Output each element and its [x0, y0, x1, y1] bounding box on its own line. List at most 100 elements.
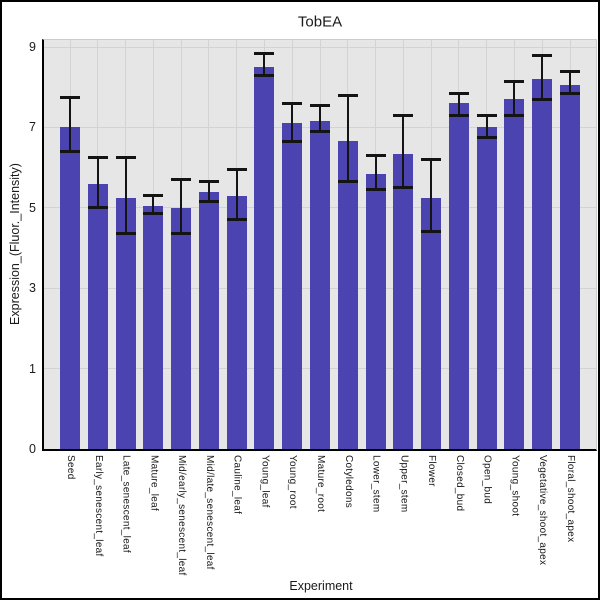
bar [171, 207, 192, 449]
error-bar-cap [171, 178, 192, 182]
error-bar-cap [60, 150, 80, 154]
error-bar-line [513, 81, 516, 116]
error-bar-cap [310, 103, 330, 107]
x-tick-label: Vegetative_shoot_apex [537, 455, 549, 566]
bar [448, 103, 469, 449]
error-bar-line [402, 115, 405, 188]
y-tick-label: 0 [29, 442, 36, 456]
x-axis-label: Experiment [289, 579, 353, 593]
error-bar-line [485, 115, 488, 138]
error-bar-line [207, 181, 210, 202]
error-bar-cap [87, 206, 108, 210]
error-bar-line [124, 157, 127, 234]
error-bar-cap [365, 154, 386, 158]
bar [198, 191, 219, 449]
error-bar-line [569, 71, 571, 94]
y-tick-label: 1 [29, 361, 36, 376]
error-bar-cap [226, 168, 247, 172]
error-bar-cap [532, 53, 553, 57]
error-bar-cap [282, 139, 303, 143]
x-tick-label: Floral_shoot_apex [565, 455, 576, 543]
error-bar-cap [115, 232, 136, 236]
x-tick-label: Early_senescent_leaf [92, 455, 104, 557]
bar [282, 123, 303, 449]
x-tick-label: Mid/late_senescent_leaf [203, 455, 215, 570]
error-bar-line [152, 195, 155, 214]
error-bar-cap [504, 113, 525, 117]
bar [310, 121, 330, 449]
error-bar-line [180, 179, 183, 234]
error-bar-line [96, 157, 99, 208]
error-bar-cap [115, 156, 136, 160]
x-tick-label: Upper_stem [398, 455, 410, 513]
x-tick-label: Open_bud [481, 455, 493, 505]
error-bar-cap [337, 180, 358, 184]
bar [393, 153, 414, 449]
bar [560, 85, 580, 449]
error-bar-cap [560, 91, 580, 95]
bar [532, 79, 553, 449]
x-tick-label: Young_shoot [509, 455, 521, 517]
x-tick-label: Cotyledons [342, 455, 354, 509]
error-bar-cap [532, 97, 553, 101]
x-tick-label: Lower_stem [370, 455, 382, 513]
bar [504, 99, 525, 449]
error-bar-cap [421, 158, 442, 162]
x-tick-label: Late_senescent_leaf [120, 455, 132, 553]
error-bar-cap [310, 129, 330, 133]
x-tick-label: Mid/early_senescent_leaf [176, 455, 188, 576]
error-bar-cap [448, 113, 469, 117]
bar [365, 173, 386, 449]
bar [226, 195, 247, 449]
bar [143, 205, 164, 449]
error-bar-cap [504, 79, 525, 83]
error-bar-cap [226, 218, 247, 222]
error-bar-cap [560, 69, 580, 73]
error-bar-cap [254, 73, 275, 77]
error-bar-line [263, 53, 266, 76]
chart-title: TobEA [297, 13, 343, 31]
error-bar-cap [282, 101, 303, 105]
error-bar-line [430, 159, 433, 232]
bar [87, 183, 108, 449]
error-bar-line [541, 55, 544, 100]
error-bar-line [69, 97, 71, 152]
plot-panel [42, 39, 597, 451]
bar [115, 197, 136, 449]
x-tick-label: Young_root [287, 455, 299, 509]
x-tick-label: Cauline_leaf [231, 455, 243, 515]
error-bar-cap [476, 113, 497, 117]
error-bar-cap [365, 188, 386, 192]
bar [60, 127, 80, 449]
error-bar-cap [198, 200, 219, 204]
error-bar-line [319, 105, 321, 132]
error-bar-cap [87, 156, 108, 160]
error-bar-line [374, 155, 377, 190]
y-tick-label: 5 [29, 200, 36, 215]
bar [337, 141, 358, 449]
error-bar-cap [143, 194, 164, 198]
error-bar-cap [448, 91, 469, 95]
error-bar-cap [393, 113, 414, 117]
x-tick-label: Seed [65, 455, 76, 480]
x-tick-label: Mature_leaf [148, 455, 160, 512]
y-tick-label: 9 [29, 40, 36, 54]
bar [254, 67, 275, 449]
error-bar-line [457, 93, 460, 116]
error-bar-cap [393, 186, 414, 190]
error-bar-cap [60, 95, 80, 99]
x-tick-label: Flower [426, 455, 438, 487]
error-bar-cap [476, 135, 497, 139]
x-tick-label: Young_leaf [259, 455, 271, 508]
error-bar-line [346, 95, 349, 182]
bar [421, 197, 442, 449]
y-tick-label: 3 [29, 281, 36, 296]
x-tick-label: Mature_root [315, 455, 326, 513]
error-bar-cap [143, 212, 164, 216]
error-bar-line [291, 103, 294, 142]
y-tick-label: 7 [29, 120, 36, 135]
error-bar-cap [337, 93, 358, 97]
bar [476, 127, 497, 449]
error-bar-cap [198, 180, 219, 184]
